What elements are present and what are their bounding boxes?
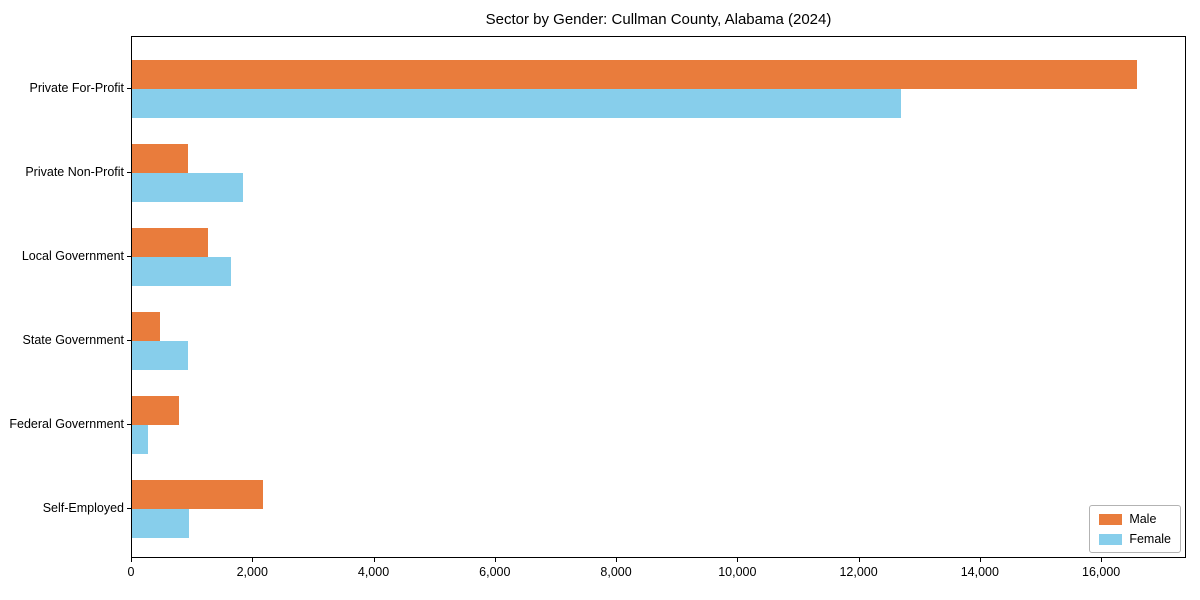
x-tick-label: 16,000: [1081, 565, 1121, 579]
legend-label-female: Female: [1129, 532, 1171, 546]
y-tick-row: Private Non-Profit: [0, 130, 131, 214]
tick-mark: [127, 339, 131, 341]
y-tick-label: Local Government: [21, 249, 124, 263]
bar-group: [132, 299, 1185, 383]
bar-male: [132, 312, 160, 341]
bar-female: [132, 509, 189, 538]
bar-male: [132, 396, 180, 425]
x-tick-label: 6,000: [479, 565, 511, 579]
legend: Male Female: [1089, 505, 1181, 553]
x-tick-label: 8,000: [600, 565, 632, 579]
legend-entry-male: Male: [1099, 512, 1171, 526]
bar-female: [132, 257, 232, 286]
bar-male: [132, 228, 209, 257]
y-tick-row: State Government: [0, 298, 131, 382]
x-axis: 0 2,000 4,000 6,000 8,000 10,000 12,000 14,000 1…: [127, 558, 1186, 590]
tick-mark: [127, 87, 131, 89]
y-tick-label: Self-Employed: [42, 501, 124, 515]
legend-entry-female: Female: [1099, 532, 1171, 546]
bar-male: [132, 480, 263, 509]
bar-male: [132, 60, 1137, 89]
y-tick-row: Private For-Profit: [0, 46, 131, 130]
tick-mark: [127, 507, 131, 509]
male-swatch-icon: [1099, 513, 1123, 525]
tick-mark: [127, 255, 131, 257]
x-tick-label: 12,000: [839, 565, 878, 579]
bar-group: [132, 215, 1185, 299]
y-tick-label: Federal Government: [9, 417, 124, 431]
x-tick-label: 4,000: [357, 565, 390, 579]
x-tick-label: 10,000: [718, 565, 757, 579]
x-tick-label: 2,000: [236, 565, 268, 579]
tick-mark: [127, 171, 131, 173]
tick-mark: [494, 558, 496, 562]
bar-group: [132, 131, 1185, 215]
tick-mark: [737, 558, 739, 562]
tick-mark: [127, 423, 131, 425]
bar-group: [132, 47, 1185, 131]
bar-female: [132, 173, 243, 202]
bar-female: [132, 425, 149, 454]
tick-mark: [373, 558, 375, 562]
tick-mark: [1101, 558, 1103, 562]
bar-female: [132, 89, 901, 118]
x-tick-label: 14,000: [960, 565, 999, 579]
y-tick-row: Local Government: [0, 214, 131, 298]
tick-mark: [616, 558, 618, 562]
x-tick-label: 0: [127, 565, 135, 579]
bar-group: [132, 383, 1185, 467]
female-swatch-icon: [1099, 533, 1123, 545]
y-tick-row: Self-Employed: [0, 466, 131, 550]
legend-label-male: Male: [1129, 512, 1157, 526]
y-tick-label: Private Non-Profit: [25, 165, 124, 179]
tick-mark: [979, 558, 981, 562]
plot-area: Male Female: [131, 36, 1186, 558]
y-tick-row: Federal Government: [0, 382, 131, 466]
y-tick-label: Private For-Profit: [29, 81, 124, 95]
tick-mark: [252, 558, 254, 562]
bar-female: [132, 341, 189, 370]
bars-layer: [132, 37, 1185, 557]
chart-title: Sector by Gender: Cullman County, Alabam…: [485, 11, 832, 28]
bar-group: [132, 467, 1185, 551]
bar-male: [132, 144, 189, 173]
y-tick-label: State Government: [22, 333, 124, 347]
tick-mark: [858, 558, 860, 562]
tick-mark: [131, 558, 132, 562]
y-axis: Private For-Profit Private Non-Profit Loca…: [0, 36, 131, 558]
